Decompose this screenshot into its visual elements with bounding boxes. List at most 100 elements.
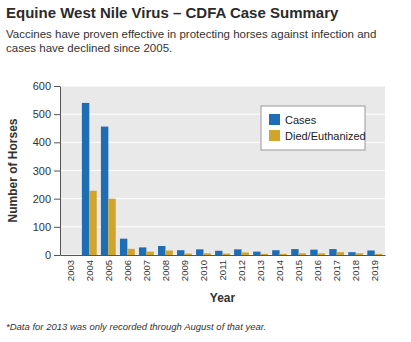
y-tick-label: 600: [33, 80, 51, 92]
y-tick-mark: [54, 114, 60, 115]
y-tick: 300: [33, 165, 60, 177]
bar: [223, 254, 230, 255]
bar-series: [89, 191, 382, 255]
x-axis-title: Year: [210, 291, 236, 305]
x-tick: 2004: [84, 260, 95, 281]
x-tick-label: 2008: [160, 260, 171, 281]
x-tick-label: 2015: [293, 260, 304, 281]
legend-entry: Cases: [269, 114, 317, 126]
bar-series: [82, 103, 375, 255]
chart: Equine West Nile Virus – CDFA Case Summa…: [0, 0, 411, 342]
bar: [367, 250, 374, 255]
x-tick-label: 2003: [65, 260, 76, 281]
bar: [165, 250, 172, 255]
y-tick: 100: [33, 221, 60, 233]
y-tick-label: 0: [45, 249, 51, 261]
x-tick: 2018: [350, 260, 361, 281]
bar: [101, 127, 108, 255]
bar: [203, 253, 210, 255]
bar: [139, 247, 146, 255]
title: Equine West Nile Virus – CDFA Case Summa…: [6, 4, 339, 21]
bar: [348, 252, 355, 255]
legend-label: Died/Euthanized: [285, 130, 366, 142]
x-tick-label: 2010: [198, 260, 209, 281]
y-tick-label: 100: [33, 221, 51, 233]
bar: [318, 253, 325, 255]
bar: [63, 255, 70, 256]
bar: [272, 250, 279, 255]
x-tick: 2013: [255, 260, 266, 281]
subtitle: Vaccines have proven effective in protec…: [6, 28, 376, 54]
x-tick-label: 2012: [236, 260, 247, 281]
y-axis: 0 100 200 300 400 500 600: [33, 80, 61, 261]
bar: [242, 252, 249, 255]
bar: [127, 249, 134, 255]
bar: [234, 249, 241, 255]
x-axis: 2003200420052006200720082009201020112012…: [61, 256, 386, 282]
bar: [261, 254, 268, 255]
bar: [337, 252, 344, 255]
bar: [299, 253, 306, 255]
bar: [375, 254, 382, 255]
y-tick-label: 200: [33, 193, 51, 205]
x-tick-label: 2007: [141, 260, 152, 281]
x-tick: 2011: [217, 260, 228, 280]
y-tick-label: 400: [33, 136, 51, 148]
y-tick-label: 300: [33, 165, 51, 177]
y-tick-label: 500: [33, 108, 51, 120]
grid-line: [60, 170, 385, 171]
x-tick-label: 2006: [122, 260, 133, 281]
bar: [356, 253, 363, 255]
x-tick: 2015: [293, 260, 304, 281]
y-axis-line: [60, 87, 61, 256]
x-tick: 2016: [312, 260, 323, 281]
bar: [291, 249, 298, 255]
y-tick-mark: [54, 255, 60, 256]
y-axis-title: Number of Horses: [6, 118, 20, 222]
x-tick: 2014: [274, 260, 285, 281]
y-tick-mark: [54, 199, 60, 200]
x-tick-label: 2014: [274, 260, 285, 281]
x-tick: 2019: [369, 260, 380, 281]
x-tick-label: 2011: [217, 260, 228, 280]
bar: [146, 252, 153, 255]
bar: [280, 254, 287, 255]
legend-box: [261, 106, 365, 150]
legend-swatch: [269, 114, 280, 125]
bar: [184, 254, 191, 255]
legend-swatch: [269, 130, 280, 141]
bar: [158, 246, 165, 255]
y-tick: 400: [33, 136, 60, 148]
bar: [215, 251, 222, 255]
x-tick: 2017: [331, 260, 342, 281]
bars: [82, 103, 382, 255]
bar: [108, 199, 115, 255]
x-tick: 2006: [122, 260, 133, 281]
bar: [253, 252, 260, 255]
y-tick-mark: [54, 86, 60, 87]
x-tick-label: 2004: [84, 260, 95, 281]
x-tick: 2007: [141, 260, 152, 281]
x-tick-label: 2019: [369, 260, 380, 281]
y-tick-mark: [54, 227, 60, 228]
bar: [70, 255, 77, 256]
bar: [89, 191, 96, 255]
x-tick-label: 2018: [350, 260, 361, 281]
x-tick: 2003: [65, 260, 76, 281]
footnote: *Data for 2013 was only recorded through…: [6, 321, 266, 332]
legend-entry: Died/Euthanized: [269, 130, 366, 142]
bar: [310, 250, 317, 255]
bar: [177, 250, 184, 255]
bar: [329, 249, 336, 255]
y-tick: 500: [33, 108, 60, 120]
bar: [120, 239, 127, 255]
x-tick: 2008: [160, 260, 171, 281]
bar: [196, 249, 203, 255]
y-tick: 600: [33, 80, 60, 92]
grid: [60, 86, 385, 255]
x-tick-label: 2017: [331, 260, 342, 281]
y-tick: 200: [33, 193, 60, 205]
grid-line: [60, 86, 385, 87]
x-tick-label: 2013: [255, 260, 266, 281]
x-tick-label: 2009: [179, 260, 190, 281]
